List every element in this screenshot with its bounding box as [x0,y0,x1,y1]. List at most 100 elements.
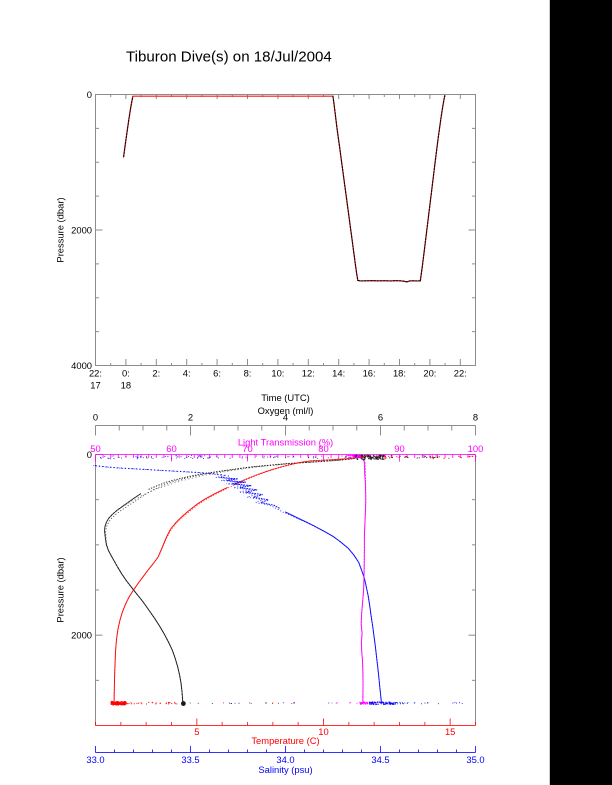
noise-dot [388,703,390,705]
noise-dot [126,703,128,705]
time-tick-label: 6: [213,368,221,379]
noise-surface-salinity [99,454,212,460]
noise-dot [265,702,267,704]
oxygen-tick-label: 4 [283,411,288,422]
noise-dot [388,455,390,458]
noise-dot [367,457,370,460]
noise-dot [360,456,362,458]
time-tick-label: 22: [454,368,467,379]
noise-dot [380,703,382,705]
noise-dot [120,704,123,706]
noise-dot [190,454,193,457]
noise-dot [375,703,377,706]
noise-dot [351,455,354,457]
noise-dot [370,457,372,460]
noise-dot [314,456,316,458]
time-tick-label: 0: [122,368,130,379]
noise-dot [159,702,161,705]
pressure-tick-label: 2000 [71,630,92,641]
noise-dot [167,701,170,704]
noise-dot [263,455,265,457]
noise-dot [397,703,399,705]
noise-dot [426,456,428,459]
noise-dot [432,458,434,460]
noise-dot [293,702,295,704]
noise-dot [135,456,137,458]
noise-dot [125,456,127,458]
noise-dot [367,455,370,457]
noise-dot [277,702,279,704]
noise-bottom-salinity-medium [380,701,403,705]
noise-dot [307,455,309,457]
noise-dot [293,456,295,458]
dive-trace-markers-descent [332,95,359,282]
noise-surface-light [347,454,361,459]
noise-dot [380,454,383,457]
noise-dot [125,703,127,705]
noise-dot [383,703,385,705]
noise-dot [458,702,461,704]
noise-dot [114,702,116,705]
noise-dot [336,702,338,704]
day-tick-label: 18 [121,380,131,391]
noise-dot [349,457,351,459]
noise-dot [140,455,142,458]
noise-dot [452,702,454,704]
noise-dot [402,703,404,705]
noise-dot [384,455,386,457]
noise-dot [175,455,177,457]
noise-dot [375,458,377,460]
noise-dot [349,455,351,457]
salinity-profile-cast2 [93,465,382,704]
noise-dot [420,703,423,705]
noise-dot [115,701,117,703]
noise-dot [393,701,395,704]
time-tick-label: 10: [271,368,284,379]
noise-dot [406,456,408,458]
dive-trace-markers-ascent [419,95,446,282]
noise-dot [291,703,293,705]
noise-bottom-light-sparse [369,702,382,704]
light-transmission-axis-title: Light Transmission (%) [238,436,333,447]
noise-dot [399,703,402,705]
noise-dot [344,456,346,458]
oxygen-tick-label: 2 [188,411,193,422]
noise-dot [381,458,383,461]
noise-dot [355,456,358,459]
salinity-tick-label: 33.0 [86,754,104,765]
temperature-profile-cast2 [113,455,370,703]
light-transmission-tick-label: 90 [394,443,404,454]
noise-dot [359,454,361,457]
dive-trace-markers-on-bottom [357,279,421,283]
noise-dot [418,457,420,459]
noise-dot [138,702,140,704]
noise-dot [118,456,120,458]
noise-dot [285,457,287,459]
noise-dot [458,455,460,457]
noise-dot [275,456,277,458]
noise-dot [385,702,387,704]
pressure-tick-label: 0 [87,449,92,460]
noise-bottom-oxygen-far [265,702,429,704]
noise-dot [461,702,463,705]
noise-dot [423,455,426,457]
noise-dot [328,702,330,704]
noise-dot [359,703,362,705]
day-tick-label: 17 [90,380,100,391]
noise-bottom-temperature-dense [110,700,127,706]
oxygen-tick-label: 6 [378,411,383,422]
noise-dot [104,455,106,458]
noise-dot [107,457,109,459]
noise-dot [168,703,170,705]
noise-dot [407,701,409,704]
noise-dot [361,457,363,460]
noise-dot [443,457,445,459]
noise-dot [396,701,398,704]
noise-dot [99,457,102,459]
noise-dot [209,456,212,458]
noise-dot [374,701,376,704]
noise-dot [108,458,110,460]
time-tick-label: 12: [302,368,315,379]
noise-dot [377,456,380,458]
noise-dot [217,457,220,459]
